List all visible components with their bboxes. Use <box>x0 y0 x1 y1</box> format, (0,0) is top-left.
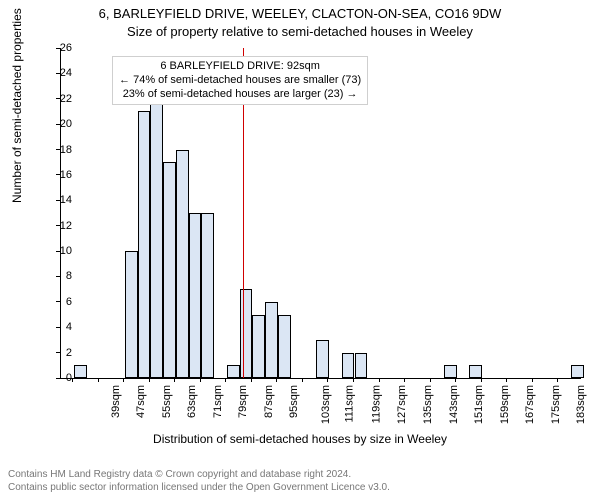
histogram-bar <box>125 251 138 378</box>
histogram-bar <box>355 353 368 378</box>
annotation-line-1: 6 BARLEYFIELD DRIVE: 92sqm <box>119 59 361 73</box>
x-tick-label: 135sqm <box>422 385 434 424</box>
histogram-bar <box>265 302 278 378</box>
x-tick-mark <box>532 378 533 382</box>
y-tick-label: 0 <box>44 372 72 384</box>
x-tick-label: 79sqm <box>237 385 249 418</box>
x-tick-label: 119sqm <box>370 385 382 423</box>
x-tick-label: 63sqm <box>186 385 198 418</box>
x-tick-label: 183sqm <box>575 385 587 424</box>
annotation-line-2: ← 74% of semi-detached houses are smalle… <box>119 73 361 87</box>
y-tick-label: 18 <box>44 144 72 156</box>
y-tick-label: 4 <box>44 321 72 333</box>
x-tick-mark <box>276 378 277 382</box>
x-tick-mark <box>225 378 226 382</box>
histogram-bar <box>74 365 87 378</box>
x-axis-label: Distribution of semi-detached houses by … <box>0 432 600 446</box>
y-tick-label: 12 <box>44 220 72 232</box>
x-tick-label: 39sqm <box>110 385 122 418</box>
y-tick-label: 24 <box>44 67 72 79</box>
chart-title-main: 6, BARLEYFIELD DRIVE, WEELEY, CLACTON-ON… <box>0 6 600 21</box>
annotation-line-3: 23% of semi-detached houses are larger (… <box>119 87 361 101</box>
histogram-bar <box>150 99 163 378</box>
y-tick-label: 22 <box>44 93 72 105</box>
histogram-bar <box>316 340 329 378</box>
chart-footer: Contains HM Land Registry data © Crown c… <box>8 469 390 494</box>
x-tick-mark <box>404 378 405 382</box>
x-tick-mark <box>455 378 456 382</box>
x-tick-mark <box>174 378 175 382</box>
x-tick-mark <box>327 378 328 382</box>
x-tick-mark <box>251 378 252 382</box>
histogram-bar <box>571 365 584 378</box>
footer-line-1: Contains HM Land Registry data © Crown c… <box>8 469 390 482</box>
histogram-bar <box>342 353 355 378</box>
x-tick-label: 127sqm <box>397 385 409 424</box>
x-tick-mark <box>200 378 201 382</box>
x-tick-mark <box>123 378 124 382</box>
plot-area: 6 BARLEYFIELD DRIVE: 92sqm ← 74% of semi… <box>60 48 581 379</box>
x-tick-label: 167sqm <box>524 385 536 424</box>
y-tick-label: 16 <box>44 169 72 181</box>
x-tick-mark <box>98 378 99 382</box>
histogram-bar <box>252 315 265 378</box>
histogram-bar <box>189 213 202 378</box>
x-tick-label: 47sqm <box>135 385 147 418</box>
histogram-bar <box>240 289 253 378</box>
x-tick-mark <box>557 378 558 382</box>
x-tick-mark <box>481 378 482 382</box>
y-tick-label: 26 <box>44 42 72 54</box>
x-tick-label: 103sqm <box>320 385 332 424</box>
x-tick-label: 55sqm <box>161 385 173 418</box>
y-tick-label: 6 <box>44 296 72 308</box>
x-tick-label: 151sqm <box>473 385 485 424</box>
annotation-box: 6 BARLEYFIELD DRIVE: 92sqm ← 74% of semi… <box>112 56 368 105</box>
histogram-bar <box>201 213 214 378</box>
footer-line-2: Contains public sector information licen… <box>8 482 390 495</box>
x-tick-label: 159sqm <box>499 385 511 424</box>
x-tick-label: 71sqm <box>212 385 224 418</box>
chart-title-sub: Size of property relative to semi-detach… <box>0 24 600 39</box>
y-tick-label: 14 <box>44 194 72 206</box>
histogram-bar <box>444 365 457 378</box>
histogram-bar <box>278 315 291 378</box>
x-tick-mark <box>430 378 431 382</box>
x-tick-mark <box>353 378 354 382</box>
y-tick-label: 8 <box>44 270 72 282</box>
x-tick-mark <box>72 378 73 382</box>
x-tick-mark <box>379 378 380 382</box>
histogram-bar <box>163 162 176 378</box>
y-tick-label: 20 <box>44 118 72 130</box>
x-tick-label: 175sqm <box>550 385 562 424</box>
histogram-chart: 6, BARLEYFIELD DRIVE, WEELEY, CLACTON-ON… <box>0 0 600 500</box>
x-tick-label: 87sqm <box>263 385 275 418</box>
x-tick-label: 95sqm <box>288 385 300 418</box>
histogram-bar <box>176 150 189 378</box>
y-axis-label: Number of semi-detached properties <box>10 8 24 203</box>
histogram-bar <box>138 111 151 378</box>
x-tick-label: 111sqm <box>344 385 356 423</box>
histogram-bar <box>227 365 240 378</box>
x-tick-mark <box>149 378 150 382</box>
x-tick-mark <box>506 378 507 382</box>
y-tick-label: 2 <box>44 347 72 359</box>
histogram-bar <box>469 365 482 378</box>
y-tick-label: 10 <box>44 245 72 257</box>
x-tick-mark <box>302 378 303 382</box>
x-tick-label: 143sqm <box>448 385 460 424</box>
